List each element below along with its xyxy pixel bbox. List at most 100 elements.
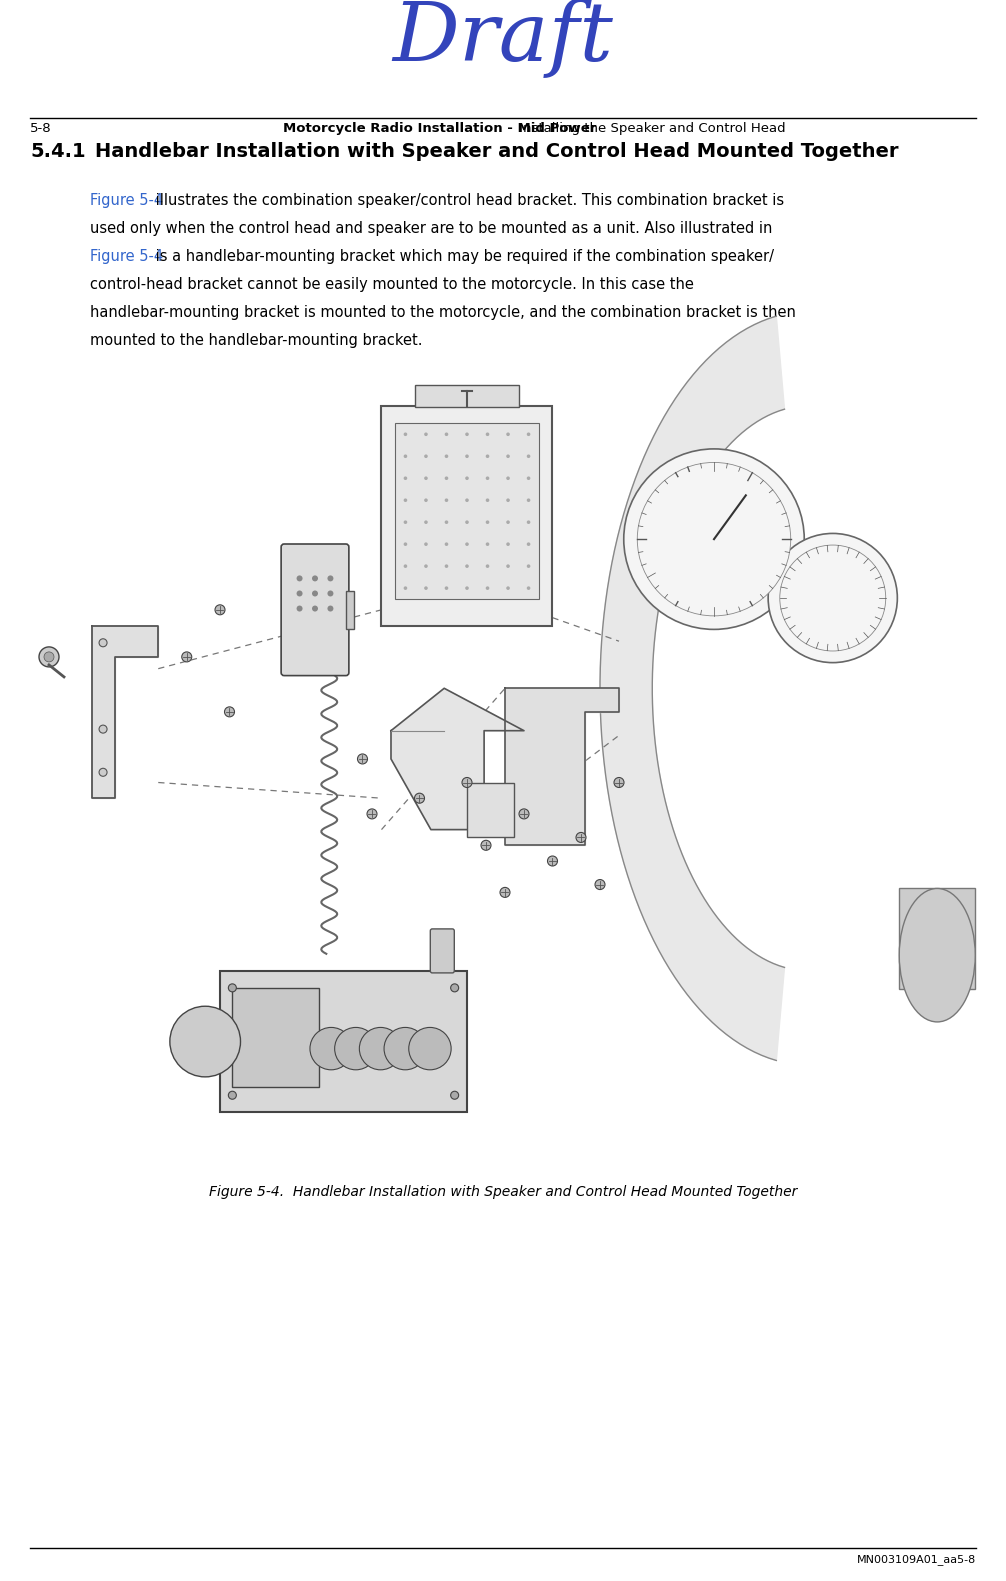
- Text: Figure 5-4.  Handlebar Installation with Speaker and Control Head Mounted Togeth: Figure 5-4. Handlebar Installation with …: [209, 1186, 797, 1198]
- Circle shape: [465, 542, 469, 545]
- Circle shape: [465, 564, 469, 568]
- Circle shape: [451, 983, 459, 991]
- Circle shape: [297, 606, 303, 612]
- Circle shape: [403, 542, 407, 545]
- Text: handlebar-mounting bracket is mounted to the motorcycle, and the combination bra: handlebar-mounting bracket is mounted to…: [90, 305, 796, 319]
- Circle shape: [527, 542, 530, 545]
- Circle shape: [614, 778, 624, 787]
- Circle shape: [425, 520, 428, 523]
- Text: is a handlebar-mounting bracket which may be required if the combination speaker: is a handlebar-mounting bracket which ma…: [151, 248, 774, 264]
- Circle shape: [297, 575, 303, 582]
- Bar: [346, 591, 354, 629]
- Circle shape: [445, 542, 449, 545]
- Circle shape: [99, 639, 107, 647]
- Circle shape: [170, 1006, 240, 1077]
- Circle shape: [506, 433, 510, 436]
- Circle shape: [780, 545, 885, 651]
- Bar: [467, 783, 514, 838]
- Circle shape: [403, 454, 407, 458]
- Circle shape: [637, 462, 791, 617]
- Circle shape: [527, 476, 530, 481]
- Circle shape: [425, 542, 428, 545]
- Circle shape: [359, 1028, 401, 1070]
- Circle shape: [527, 433, 530, 436]
- Circle shape: [486, 433, 489, 436]
- Circle shape: [451, 1091, 459, 1099]
- Circle shape: [403, 498, 407, 503]
- FancyBboxPatch shape: [414, 384, 519, 406]
- Circle shape: [465, 587, 469, 590]
- Circle shape: [425, 564, 428, 568]
- Circle shape: [310, 1028, 352, 1070]
- Text: Handlebar Installation with Speaker and Control Head Mounted Together: Handlebar Installation with Speaker and …: [95, 142, 898, 161]
- Circle shape: [327, 590, 333, 596]
- Circle shape: [547, 855, 557, 866]
- Circle shape: [403, 476, 407, 481]
- Circle shape: [312, 575, 318, 582]
- Bar: [395, 424, 539, 599]
- Bar: [381, 406, 552, 626]
- Circle shape: [486, 542, 489, 545]
- Circle shape: [481, 840, 491, 851]
- Circle shape: [519, 809, 529, 819]
- Circle shape: [403, 433, 407, 436]
- Text: 5.4.1: 5.4.1: [30, 142, 86, 161]
- Circle shape: [486, 498, 489, 503]
- Circle shape: [224, 707, 234, 716]
- Polygon shape: [391, 688, 524, 830]
- Circle shape: [327, 606, 333, 612]
- Polygon shape: [92, 626, 158, 798]
- Circle shape: [414, 794, 425, 803]
- Circle shape: [182, 651, 192, 662]
- Circle shape: [506, 454, 510, 458]
- Bar: [899, 889, 975, 988]
- Circle shape: [425, 454, 428, 458]
- Bar: [220, 971, 467, 1111]
- Circle shape: [527, 520, 530, 523]
- Text: mounted to the handlebar-mounting bracket.: mounted to the handlebar-mounting bracke…: [90, 334, 423, 348]
- FancyBboxPatch shape: [431, 930, 455, 972]
- Circle shape: [312, 606, 318, 612]
- Circle shape: [445, 476, 449, 481]
- Circle shape: [465, 454, 469, 458]
- Text: control-head bracket cannot be easily mounted to the motorcycle. In this case th: control-head bracket cannot be easily mo…: [90, 277, 694, 292]
- Circle shape: [445, 454, 449, 458]
- Circle shape: [506, 476, 510, 481]
- Circle shape: [527, 564, 530, 568]
- Circle shape: [462, 778, 472, 787]
- Circle shape: [425, 433, 428, 436]
- Text: Draft: Draft: [392, 0, 614, 77]
- Circle shape: [506, 520, 510, 523]
- Circle shape: [425, 498, 428, 503]
- Circle shape: [357, 754, 367, 764]
- Circle shape: [39, 647, 59, 667]
- Circle shape: [327, 575, 333, 582]
- Circle shape: [465, 520, 469, 523]
- Circle shape: [527, 587, 530, 590]
- Circle shape: [215, 606, 225, 615]
- Circle shape: [486, 454, 489, 458]
- Circle shape: [445, 564, 449, 568]
- Circle shape: [769, 533, 897, 662]
- Circle shape: [506, 587, 510, 590]
- Polygon shape: [505, 688, 619, 846]
- Circle shape: [403, 587, 407, 590]
- Circle shape: [403, 564, 407, 568]
- Text: 5-8: 5-8: [30, 122, 51, 134]
- Circle shape: [486, 587, 489, 590]
- Circle shape: [228, 1091, 236, 1099]
- Circle shape: [486, 476, 489, 481]
- Text: Figure 5-4: Figure 5-4: [90, 248, 163, 264]
- Ellipse shape: [899, 889, 975, 1021]
- Circle shape: [99, 768, 107, 776]
- Circle shape: [527, 454, 530, 458]
- Text: Installing the Speaker and Control Head: Installing the Speaker and Control Head: [515, 122, 786, 134]
- Circle shape: [44, 651, 54, 662]
- Circle shape: [99, 726, 107, 734]
- Circle shape: [445, 587, 449, 590]
- Circle shape: [425, 587, 428, 590]
- Circle shape: [384, 1028, 427, 1070]
- Circle shape: [624, 449, 804, 629]
- Circle shape: [228, 983, 236, 991]
- Text: illustrates the combination speaker/control head bracket. This combination brack: illustrates the combination speaker/cont…: [151, 193, 784, 209]
